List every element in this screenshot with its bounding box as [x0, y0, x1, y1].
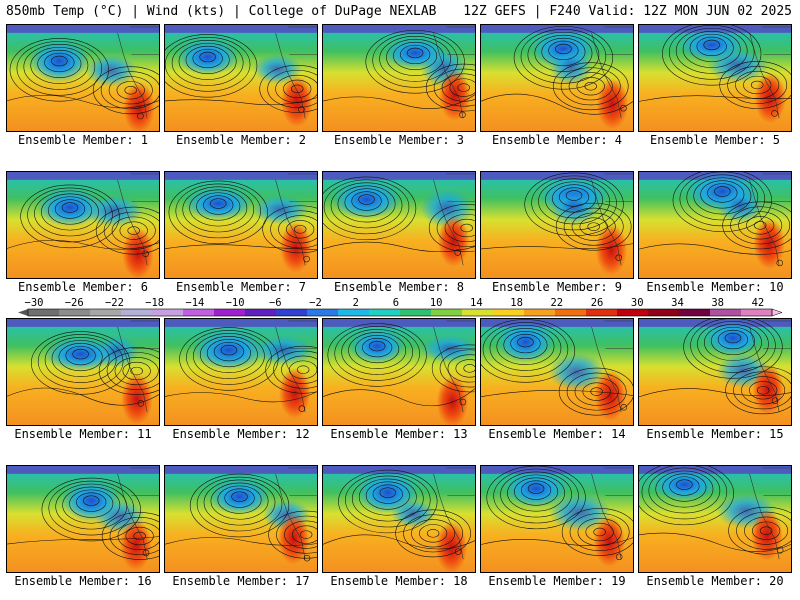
colorbar-segment	[617, 309, 649, 316]
colorbar-tick-label: −10	[226, 297, 245, 309]
ensemble-member-map	[164, 318, 318, 426]
ensemble-member-label: Ensemble Member: 16	[14, 574, 152, 588]
colorbar-segment	[493, 309, 525, 316]
ensemble-member-map	[322, 24, 476, 132]
colorbar-tick-label: 26	[591, 297, 604, 309]
colorbar-segment	[555, 309, 587, 316]
ensemble-member-label: Ensemble Member: 5	[649, 133, 781, 147]
ensemble-member-map	[322, 318, 476, 426]
ensemble-member-label: Ensemble Member: 19	[488, 574, 626, 588]
colorbar-segment	[431, 309, 463, 316]
colorbar-segment	[369, 309, 401, 316]
ensemble-member-map	[164, 465, 318, 573]
ensemble-member-map	[322, 171, 476, 279]
colorbar-segment	[741, 309, 773, 316]
ensemble-member-map	[6, 24, 160, 132]
ensemble-member-map	[480, 318, 634, 426]
colorbar-tick-label: −6	[269, 297, 282, 309]
ensemble-member-map	[638, 24, 792, 132]
ensemble-member-label: Ensemble Member: 3	[333, 133, 465, 147]
ensemble-member-label: Ensemble Member: 15	[646, 427, 784, 441]
ensemble-member-map	[6, 171, 160, 279]
ensemble-member-map	[638, 171, 792, 279]
ensemble-member-label: Ensemble Member: 13	[330, 427, 468, 441]
colorbar-tick-label: 10	[430, 297, 443, 309]
colorbar-segment	[462, 309, 494, 316]
colorbar-tick-label: 14	[470, 297, 483, 309]
ensemble-member-map	[164, 24, 318, 132]
colorbar-tick-label: −2	[309, 297, 322, 309]
ensemble-member-label: Ensemble Member: 12	[172, 427, 310, 441]
ensemble-member-label: Ensemble Member: 11	[14, 427, 152, 441]
colorbar-arrow-left-icon	[18, 309, 28, 316]
colorbar-segment	[183, 309, 215, 316]
colorbar-segment	[214, 309, 246, 316]
colorbar-segment	[586, 309, 618, 316]
ensemble-member-label: Ensemble Member: 1	[17, 133, 149, 147]
ensemble-member-label: Ensemble Member: 17	[172, 574, 310, 588]
colorbar-tick-label: 30	[631, 297, 644, 309]
ensemble-member-label: Ensemble Member: 7	[175, 280, 307, 294]
colorbar-segment	[59, 309, 91, 316]
header-title: 850mb Temp (°C) | Wind (kts) | College o…	[6, 4, 437, 19]
colorbar-segment	[710, 309, 742, 316]
ensemble-member-label: Ensemble Member: 6	[17, 280, 149, 294]
ensemble-member-label: Ensemble Member: 2	[175, 133, 307, 147]
colorbar-segment	[679, 309, 711, 316]
colorbar-segment	[307, 309, 339, 316]
colorbar-segment	[338, 309, 370, 316]
ensemble-member-map	[480, 171, 634, 279]
colorbar-segment	[152, 309, 184, 316]
ensemble-member-map	[6, 465, 160, 573]
colorbar-segment	[90, 309, 122, 316]
colorbar-tick-label: −18	[145, 297, 164, 309]
colorbar-tick-label: 38	[711, 297, 724, 309]
colorbar-segment	[245, 309, 277, 316]
ensemble-member-label: Ensemble Member: 18	[330, 574, 468, 588]
colorbar-tick-label: −22	[105, 297, 124, 309]
colorbar-arrow-right-icon	[771, 308, 782, 317]
colorbar-tick-label: 22	[550, 297, 563, 309]
header-valid-time: 12Z GEFS | F240 Valid: 12Z MON JUN 02 20…	[463, 4, 792, 19]
ensemble-member-label: Ensemble Member: 8	[333, 280, 465, 294]
temperature-colorbar: −30 −26 −22 −18 −14 −10 −6 −2 2 6 10 14 18 22 26 30 34 38…	[18, 297, 782, 317]
ensemble-member-map	[480, 465, 634, 573]
colorbar-segment	[276, 309, 308, 316]
ensemble-member-label: Ensemble Member: 20	[646, 574, 784, 588]
ensemble-member-map	[164, 171, 318, 279]
colorbar-tick-label: 42	[752, 297, 765, 309]
ensemble-member-map	[6, 318, 160, 426]
colorbar-tick-label: 6	[393, 297, 399, 309]
ensemble-member-label: Ensemble Member: 9	[491, 280, 623, 294]
ensemble-member-map	[638, 318, 792, 426]
colorbar-segment	[28, 309, 60, 316]
colorbar-tick-label: −14	[185, 297, 204, 309]
colorbar-tick-label: 18	[510, 297, 523, 309]
ensemble-member-map	[638, 465, 792, 573]
colorbar-tick-label: −30	[25, 297, 44, 309]
ensemble-member-label: Ensemble Member: 10	[646, 280, 784, 294]
ensemble-member-label: Ensemble Member: 14	[488, 427, 626, 441]
colorbar-tick-label: 2	[353, 297, 359, 309]
ensemble-member-map	[322, 465, 476, 573]
colorbar-segment	[648, 309, 680, 316]
colorbar-tick-label: −26	[65, 297, 84, 309]
ensemble-member-map	[480, 24, 634, 132]
colorbar-tick-label: 34	[671, 297, 684, 309]
colorbar-segment	[400, 309, 432, 316]
colorbar-segment	[121, 309, 153, 316]
colorbar-segment	[524, 309, 556, 316]
ensemble-member-label: Ensemble Member: 4	[491, 133, 623, 147]
